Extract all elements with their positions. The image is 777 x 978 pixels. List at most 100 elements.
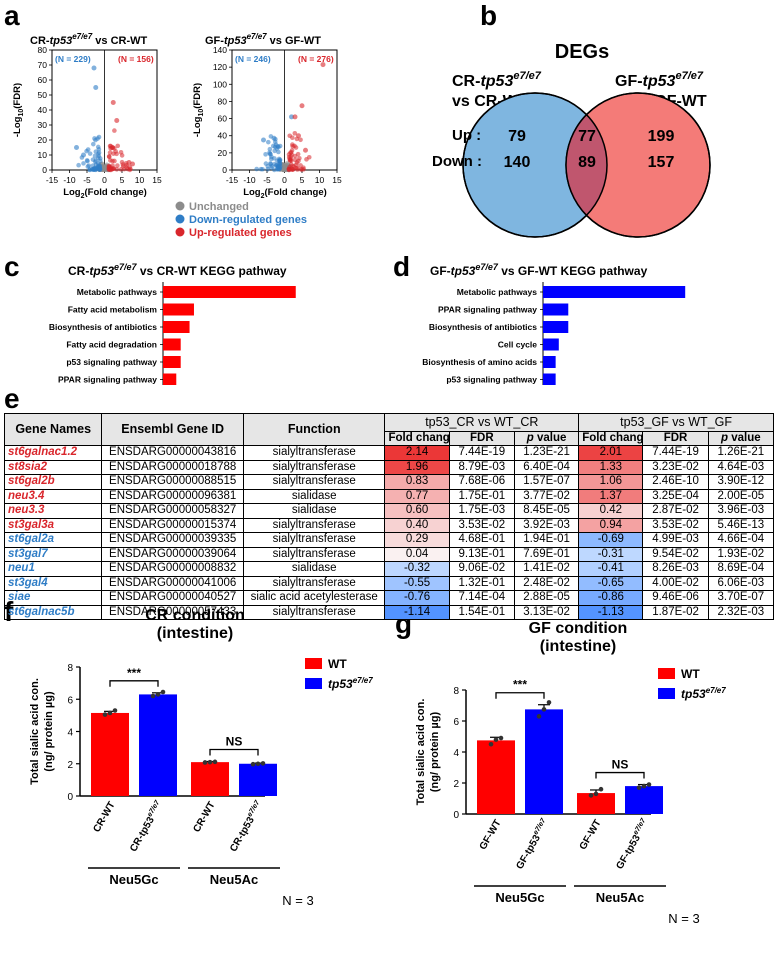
cell-ensembl-id: ENSDARG00000018788 xyxy=(101,459,244,475)
volcano-ytick: 40 xyxy=(218,131,228,141)
sialic-xtick: CR-WT xyxy=(91,800,117,834)
sialic-bar xyxy=(577,793,615,814)
volcano-xtick: 0 xyxy=(282,175,287,185)
kegg-category-label: Metabolic pathways xyxy=(457,287,538,297)
th-gf-p: p value xyxy=(707,431,775,446)
sialic-bar xyxy=(477,740,515,814)
sialic-xtick: CR-tp53e7/e7 xyxy=(127,799,166,854)
sialic-point xyxy=(160,689,166,695)
cell-cr-fold-change: 0.77 xyxy=(384,488,450,504)
volcano-xtick: 0 xyxy=(102,175,107,185)
volcano-xtick: 5 xyxy=(300,175,305,185)
cell-gf-fdr: 1.87E-02 xyxy=(642,604,709,620)
cell-cr-fdr: 1.54E-01 xyxy=(448,604,515,620)
sialic-group-label: Neu5Ac xyxy=(596,890,644,905)
sialic-point xyxy=(636,785,642,790)
volcano-point-outlier xyxy=(303,147,308,153)
cell-gene: st8sia2 xyxy=(3,459,103,475)
sialic-point xyxy=(102,712,108,717)
cell-cr-fdr: 4.68E-01 xyxy=(448,532,515,548)
sialic-point xyxy=(212,759,218,765)
volcano-gf-n-down: (N = 246) xyxy=(235,54,271,64)
kegg-category-label: Biosynthesis of antibiotics xyxy=(49,322,157,332)
sialic-xtick: GF-tp53e7/e7 xyxy=(614,817,653,872)
cell-gene: st6gal2a xyxy=(3,532,103,548)
sialic-ytick: 8 xyxy=(453,686,459,697)
cell-gf-fold-change: 1.33 xyxy=(578,459,644,475)
sialic-point xyxy=(150,693,156,699)
volcano-ytick: 60 xyxy=(218,114,228,124)
cell-cr-p: 1.23E-21 xyxy=(513,445,580,461)
kegg-bar xyxy=(163,338,181,351)
sialic-point xyxy=(107,710,113,716)
cell-gf-p: 8.69E-04 xyxy=(707,561,775,577)
sialic-bar xyxy=(625,786,663,814)
cell-function: sialidase xyxy=(242,503,386,519)
th-gf-fold: Fold change xyxy=(578,431,644,446)
kegg-bar xyxy=(163,321,190,333)
volcano-point-up xyxy=(115,163,120,168)
sialic-point xyxy=(498,735,504,741)
venn-right-label-1: GF-tp53e7/e7 xyxy=(615,70,704,90)
cell-gene: neu1 xyxy=(3,561,103,577)
cell-cr-fdr: 1.75E-01 xyxy=(448,488,515,504)
cell-gf-fold-change: 1.06 xyxy=(578,474,644,490)
volcano-ytick: 30 xyxy=(38,120,48,130)
cell-ensembl-id: ENSDARG00000096381 xyxy=(101,488,244,504)
volcano-point-up xyxy=(107,167,112,172)
volcano-point-up xyxy=(292,143,297,149)
volcano-xtick: -10 xyxy=(63,175,76,185)
volcano-point-down xyxy=(267,146,273,152)
cell-gf-p: 3.96E-03 xyxy=(707,503,775,519)
cell-cr-fold-change: -1.14 xyxy=(384,604,450,620)
cell-cr-p: 6.40E-04 xyxy=(513,459,580,475)
cell-function: sialidase xyxy=(242,561,386,577)
legend-mut-swatch xyxy=(305,678,322,689)
sialic-point xyxy=(250,761,256,767)
kegg-category-label: Biosynthesis of amino acids xyxy=(422,357,537,367)
volcano-point-up xyxy=(124,165,129,170)
volcano-point-down xyxy=(84,148,89,154)
volcano-point-outlier xyxy=(91,65,97,71)
volcano-point-outlier xyxy=(299,103,305,109)
cell-cr-p: 7.69E-01 xyxy=(513,546,580,562)
venn-right-down: 157 xyxy=(648,154,675,171)
volcano-xtick: 15 xyxy=(152,175,162,185)
sialic-ytick: 4 xyxy=(67,728,73,739)
volcano-point-down xyxy=(76,162,81,168)
sialic-xtick: CR-tp53e7/e7 xyxy=(227,799,266,854)
volcano-ytick: 10 xyxy=(38,150,48,160)
volcano-ytick: 70 xyxy=(38,60,48,70)
volcano-cr: CR-tp53e7/e7 vs CR-WT 01020304050607080 … xyxy=(12,32,162,200)
sialic-significance: *** xyxy=(513,678,527,692)
th-group-gf: tp53_GF vs WT_GF xyxy=(578,413,774,432)
cell-gf-p: 3.90E-12 xyxy=(707,474,775,490)
sialic-significance: NS xyxy=(226,734,243,748)
cell-cr-fdr: 8.79E-03 xyxy=(448,459,515,475)
cell-gf-fold-change: -0.41 xyxy=(578,561,644,577)
volcano-gf-title: GF-tp53e7/e7 vs GF-WT xyxy=(205,32,321,47)
cell-ensembl-id: ENSDARG00000088515 xyxy=(101,474,244,490)
cell-gf-fold-change: 2.01 xyxy=(578,445,644,461)
volcano-point-down xyxy=(97,163,103,169)
cell-gene: siae xyxy=(3,590,103,606)
cell-gf-fdr: 4.99E-03 xyxy=(642,532,709,548)
volcano-point-up xyxy=(289,148,295,153)
volcano-xtick: -5 xyxy=(83,175,91,185)
sialic-point xyxy=(255,761,261,767)
volcano-point-up xyxy=(106,154,112,160)
legend-unchanged: Unchanged xyxy=(189,201,249,213)
sialic-ytick: 2 xyxy=(453,779,459,790)
panel-label-c: c xyxy=(4,251,20,282)
kegg-bar xyxy=(543,373,556,385)
cell-gf-fdr: 9.54E-02 xyxy=(642,546,709,562)
sialic-xtick: CR-WT xyxy=(191,800,217,834)
cell-gf-p: 2.00E-05 xyxy=(707,488,775,504)
cell-gf-p: 4.64E-03 xyxy=(707,459,775,475)
sialic-point xyxy=(598,786,604,792)
volcano-point-outlier xyxy=(81,152,86,158)
volcano-xtick: -5 xyxy=(263,175,271,185)
volcano-point-up xyxy=(112,158,117,164)
volcano-point-down xyxy=(260,166,265,172)
sialic-n-label: N = 3 xyxy=(282,893,313,908)
